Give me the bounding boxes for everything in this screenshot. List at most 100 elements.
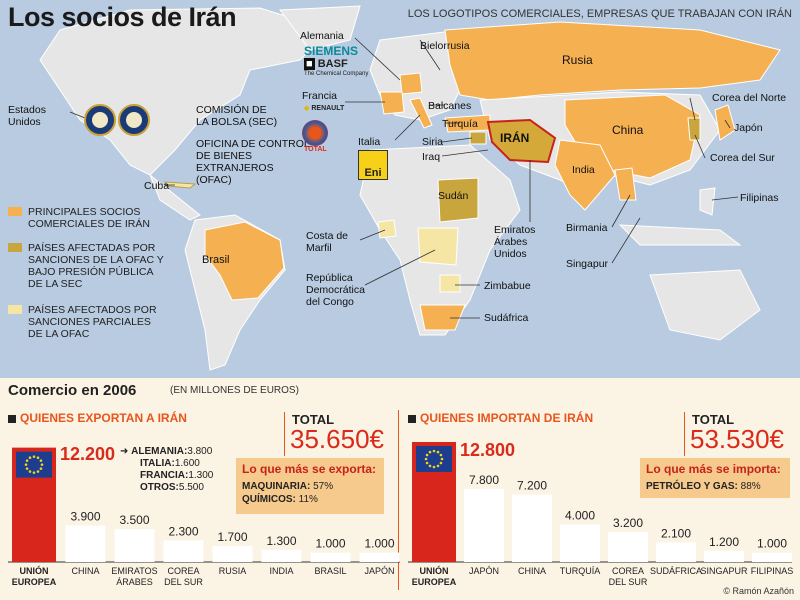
label-birmania: Birmania bbox=[566, 222, 608, 234]
imports-box-title: Lo que más se importa: bbox=[646, 462, 781, 476]
label-china: China bbox=[612, 123, 644, 137]
bar-value-label: 3.900 bbox=[70, 509, 100, 523]
bar-value-label: 3.500 bbox=[119, 513, 149, 527]
eu-star-icon bbox=[436, 464, 440, 468]
greenland-shape bbox=[279, 5, 361, 51]
eu-star-icon bbox=[36, 470, 40, 473]
category-label: RUSIA bbox=[219, 566, 247, 576]
indonesia-shape bbox=[618, 224, 742, 246]
legend-item-sanctioned: PAÍSES AFECTADAS POR SANCIONES DE LA OFA… bbox=[8, 242, 168, 290]
trade-title: Comercio en 2006 bbox=[8, 382, 137, 399]
label-brasil: Brasil bbox=[202, 254, 230, 266]
eu-flag-icon bbox=[16, 451, 52, 478]
category-label: FILIPINAS bbox=[751, 566, 794, 576]
bar-value-label: 3.200 bbox=[613, 516, 643, 530]
legend-swatch bbox=[8, 207, 22, 216]
imports-panel-title: QUIENES IMPORTAN DE IRÁN bbox=[420, 411, 594, 425]
total-logo-text: TOTAL bbox=[304, 146, 327, 153]
exports-panel-title: QUIENES EXPORTAN A IRÁN bbox=[20, 411, 187, 425]
page-title: Los socios de Irán bbox=[8, 2, 237, 32]
bar-value-label: 1.200 bbox=[709, 535, 739, 549]
leader-lines bbox=[69, 37, 739, 319]
eu-star-icon bbox=[36, 456, 40, 459]
category-label: UNIÓN EUROPEA bbox=[412, 565, 457, 587]
imports-total-label: TOTAL bbox=[692, 412, 735, 427]
logos-note: LOS LOGOTIPOS COMERCIALES, EMPRESAS QUE … bbox=[407, 8, 792, 20]
eu-star-icon bbox=[428, 464, 432, 468]
iran-shape bbox=[486, 118, 557, 164]
legend-item-partial: PAÍSES AFECTADOS POR SANCIONES PARCIALES… bbox=[8, 304, 168, 340]
bar-eu bbox=[412, 442, 456, 562]
label-balcanes: Balcanes bbox=[428, 100, 472, 112]
bar bbox=[656, 542, 696, 562]
panel-bullet-icon bbox=[8, 415, 16, 423]
label-siria: Siria bbox=[422, 136, 444, 148]
label-singapur: Singapur bbox=[566, 258, 609, 270]
exports-box-title: Lo que más se exporta: bbox=[242, 462, 377, 476]
label-sudafrica: Sudáfrica bbox=[484, 312, 529, 324]
imports-total-value: 53.530€ bbox=[690, 424, 784, 454]
label-corea-sur: Corea del Sur bbox=[710, 152, 775, 164]
bar-value-label: 1.000 bbox=[315, 537, 345, 551]
imports-info-box: Lo que más se importa: PETRÓLEO Y GAS: 8… bbox=[640, 458, 790, 498]
exports-eu-value: 12.200 bbox=[60, 444, 116, 464]
label-india: India bbox=[572, 164, 595, 176]
syria-shape bbox=[469, 131, 487, 145]
basf-logo: ■ BASF bbox=[304, 58, 348, 70]
bar bbox=[359, 552, 400, 562]
exports-total-value: 35.650€ bbox=[290, 424, 384, 454]
eu-star-icon bbox=[28, 470, 32, 473]
panel-bullet-icon bbox=[408, 415, 416, 423]
bar-value-label: 7.800 bbox=[469, 473, 499, 487]
panel-separator bbox=[398, 410, 399, 590]
trade-subtitle: (EN MILLONES DE EUROS) bbox=[170, 385, 299, 396]
eni-logo: Eni bbox=[358, 150, 388, 180]
australia-shape bbox=[649, 269, 761, 341]
label-ofac: OFICINA DE CONTROL DE BIENES EXTRANJEROS… bbox=[196, 138, 310, 186]
divider bbox=[284, 412, 285, 456]
exports-total-label: TOTAL bbox=[292, 412, 335, 427]
breakdown-row: OTROS:5.500 bbox=[140, 482, 204, 493]
label-filipinas: Filipinas bbox=[740, 192, 779, 204]
japan-shape bbox=[714, 104, 736, 141]
divider bbox=[684, 412, 685, 456]
label-sec: COMISIÓN DE LA BOLSA (SEC) bbox=[196, 104, 278, 128]
imports-box-row: PETRÓLEO Y GAS: 88% bbox=[646, 481, 761, 492]
breakdown-row: FRANCIA:1.300 bbox=[140, 470, 214, 481]
eu-star-icon bbox=[24, 463, 28, 466]
zimbabwe-shape bbox=[439, 274, 461, 293]
label-alemania: Alemania bbox=[300, 30, 344, 42]
category-label: CHINA bbox=[518, 566, 546, 576]
world-map: Los socios de Irán LOS LOGOTIPOS COMERCI… bbox=[0, 0, 800, 378]
eu-star-icon bbox=[436, 450, 440, 454]
sudan-shape bbox=[437, 177, 479, 223]
italy-shape bbox=[409, 97, 433, 129]
category-label: TURQUÍA bbox=[560, 566, 601, 576]
eu-star-icon bbox=[425, 453, 429, 457]
label-sudan: Sudán bbox=[438, 190, 469, 202]
eu-star-icon bbox=[28, 456, 32, 459]
basf-sub: The Chemical Company bbox=[304, 71, 369, 77]
eu-star-icon bbox=[25, 459, 29, 462]
category-label: SINGAPUR bbox=[700, 566, 748, 576]
label-rusia: Rusia bbox=[562, 53, 593, 67]
credit: © Ramón Azañón bbox=[723, 586, 794, 596]
category-label: JAPÓN bbox=[469, 566, 499, 576]
label-corea-norte: Corea del Norte bbox=[712, 92, 787, 104]
bar-eu bbox=[12, 447, 56, 562]
eu-star-icon bbox=[432, 465, 436, 469]
label-costa-marfil: Costa de Marfil bbox=[306, 230, 349, 254]
breakdown-row: ➜ ALEMANIA:3.800 bbox=[120, 446, 213, 457]
label-zimbabue: Zimbabue bbox=[484, 280, 531, 292]
category-label: COREA DEL SUR bbox=[164, 566, 203, 587]
bar-value-label: 4.000 bbox=[565, 509, 595, 523]
category-label: BRASIL bbox=[314, 566, 346, 576]
siemens-logo: SIEMENS bbox=[304, 44, 359, 58]
eu-star-icon bbox=[424, 457, 428, 461]
brasil-shape bbox=[204, 221, 285, 301]
bar bbox=[310, 552, 351, 562]
bar-value-label: 1.000 bbox=[364, 537, 394, 551]
exports-box-row: MAQUINARIA: 57% bbox=[242, 481, 334, 492]
exports-breakdown: ➜ ALEMANIA:3.800 ITALIA:1.600 FRANCIA:1.… bbox=[120, 446, 213, 494]
label-italia: Italia bbox=[358, 136, 381, 148]
